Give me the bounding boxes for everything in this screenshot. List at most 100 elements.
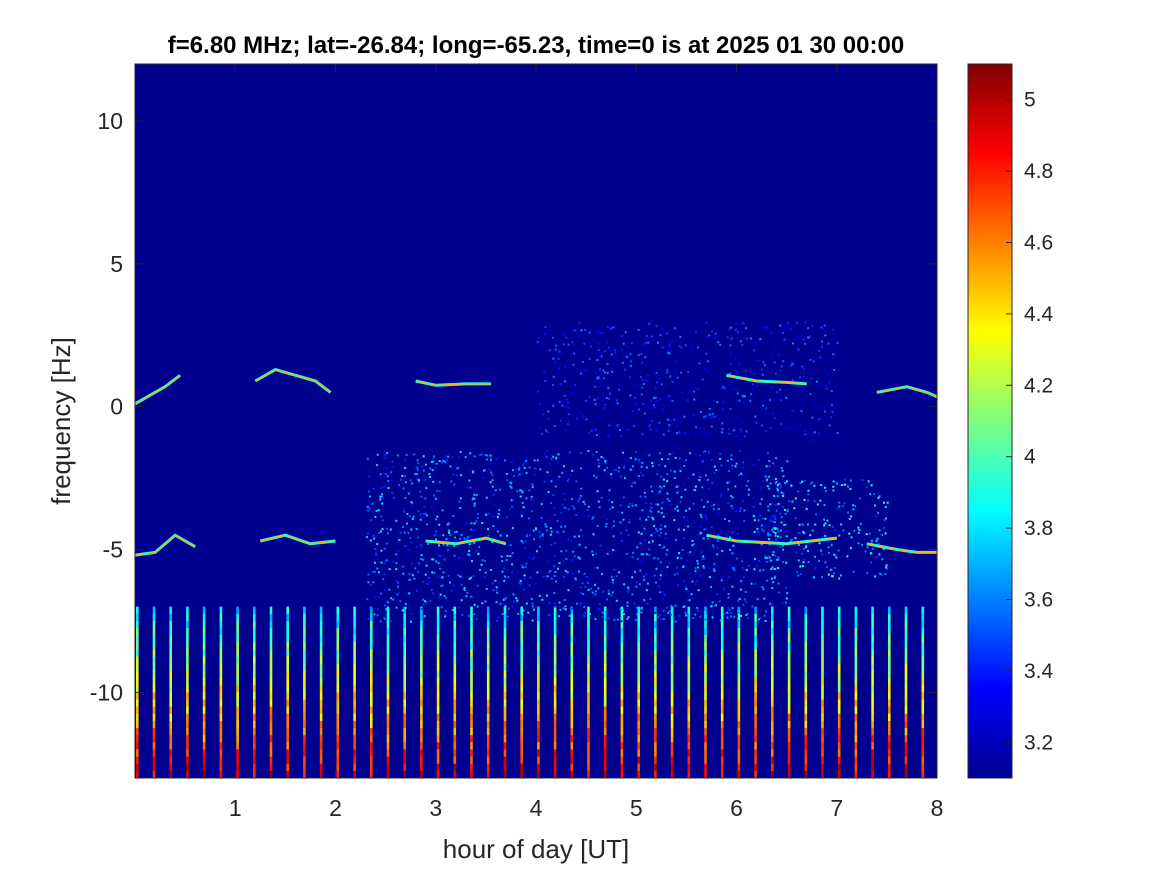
scatter-point	[487, 528, 489, 531]
stripe-segment	[319, 728, 323, 736]
stripe-segment	[336, 613, 340, 622]
stripe-segment	[319, 706, 323, 715]
scatter-point	[577, 500, 580, 503]
scatter-point	[518, 581, 521, 584]
scatter-point	[402, 565, 405, 568]
stripe-segment	[821, 735, 824, 743]
scatter-point	[490, 471, 493, 474]
scatter-point	[528, 517, 530, 520]
stripe-segment	[804, 713, 808, 722]
scatter-point	[383, 604, 386, 607]
scatter-point	[491, 474, 494, 476]
scatter-point	[622, 540, 625, 542]
scatter-point	[740, 615, 742, 617]
scatter-point	[779, 536, 782, 539]
stripe-segment	[587, 749, 590, 757]
stripe-segment	[303, 628, 306, 636]
scatter-point	[702, 566, 705, 569]
stripe-segment	[286, 692, 289, 700]
scatter-point	[538, 545, 541, 548]
scatter-point	[563, 333, 566, 336]
stripe-segment	[202, 728, 206, 736]
stripe-segment	[871, 670, 874, 679]
stripe-segment	[136, 742, 139, 750]
stripe-segment	[286, 642, 289, 650]
scatter-point	[645, 380, 648, 383]
scatter-point	[374, 561, 376, 564]
scatter-point	[660, 524, 663, 527]
stripe-segment	[236, 670, 239, 679]
stripe-segment	[754, 606, 757, 615]
scatter-point	[630, 360, 633, 363]
scatter-point	[801, 480, 804, 483]
scatter-point	[661, 501, 664, 504]
stripe-segment	[269, 713, 273, 722]
stripe-segment	[737, 713, 741, 722]
stripe-segment	[904, 685, 908, 693]
scatter-point	[734, 328, 737, 331]
scatter-point	[575, 426, 578, 429]
scatter-point	[768, 487, 771, 490]
stripe-segment	[403, 735, 406, 743]
stripe-segment	[804, 635, 808, 643]
scatter-point	[776, 484, 779, 487]
scatter-point	[597, 342, 600, 345]
scatter-point	[708, 576, 711, 579]
scatter-point	[508, 607, 510, 610]
scatter-point	[824, 384, 827, 387]
scatter-point	[849, 488, 852, 490]
stripe-segment	[253, 735, 256, 743]
scatter-point	[693, 398, 696, 401]
scatter-point	[511, 605, 514, 608]
scatter-point	[662, 404, 665, 407]
stripe-segment	[303, 749, 306, 757]
stripe-segment	[336, 728, 340, 736]
stripe-segment	[152, 656, 156, 665]
scatter-point	[422, 598, 424, 601]
scatter-point	[521, 564, 524, 567]
stripe-segment	[537, 749, 540, 757]
scatter-point	[516, 599, 519, 602]
scatter-point	[672, 339, 675, 342]
scatter-point	[782, 548, 785, 551]
stripe-segment	[353, 692, 356, 700]
scatter-point	[662, 433, 665, 436]
stripe-segment	[436, 678, 440, 686]
stripe-segment	[587, 685, 590, 693]
scatter-point	[650, 335, 653, 338]
stripe-segment	[687, 735, 691, 743]
stripe-segment	[587, 706, 590, 715]
colorbar-tick-label: 4.8	[1024, 160, 1053, 183]
scatter-point	[779, 369, 782, 372]
scatter-point	[622, 353, 625, 355]
stripe-segment	[687, 613, 691, 622]
stripe-segment	[453, 706, 457, 715]
scatter-point	[564, 429, 567, 432]
scatter-point	[777, 535, 780, 538]
scatter-point	[604, 461, 607, 464]
scatter-point	[416, 469, 419, 471]
scatter-point	[594, 385, 597, 388]
scatter-point	[729, 548, 731, 551]
stripe-segment	[303, 649, 306, 658]
stripe-segment	[553, 606, 557, 615]
scatter-point	[764, 473, 767, 476]
stripe-segment	[654, 663, 657, 672]
scatter-point	[549, 329, 552, 332]
scatter-point	[785, 535, 788, 538]
stripe-segment	[370, 763, 373, 772]
stripe-segment	[303, 606, 306, 615]
stripe-segment	[503, 678, 507, 686]
scatter-point	[686, 518, 689, 521]
scatter-point	[660, 531, 663, 534]
scatter-point	[381, 493, 384, 496]
stripe-segment	[403, 699, 406, 708]
scatter-point	[693, 543, 695, 546]
stripe-segment	[804, 763, 808, 772]
chart-title: f=6.80 MHz; lat=-26.84; long=-65.23, tim…	[168, 32, 904, 59]
scatter-point	[656, 400, 659, 403]
scatter-point	[547, 410, 550, 413]
scatter-point	[381, 519, 384, 522]
scatter-point	[553, 513, 556, 516]
